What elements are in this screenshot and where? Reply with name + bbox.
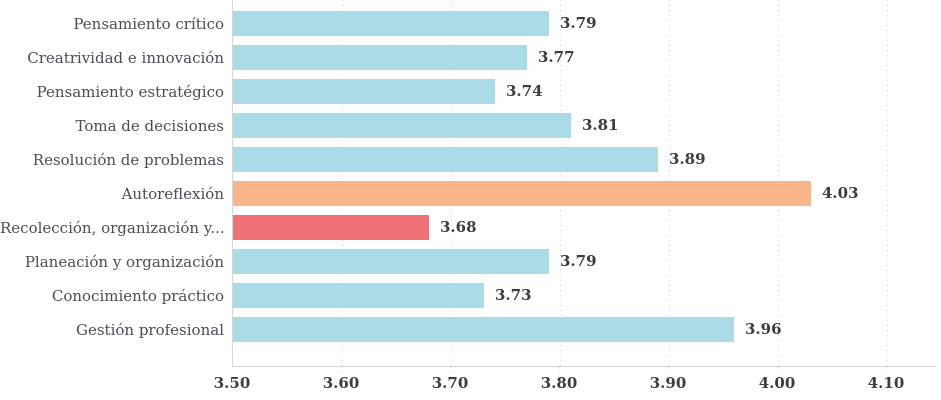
x-tick-label: 3.60 (322, 374, 360, 392)
value-label: 3.74 (506, 82, 543, 100)
value-label: 3.73 (495, 286, 532, 304)
bar[interactable] (233, 317, 734, 342)
value-label: 3.79 (560, 252, 597, 270)
value-label: 3.89 (669, 150, 706, 168)
category-label: Conocimiento práctico (51, 287, 224, 305)
bar[interactable] (233, 147, 658, 172)
category-label: Resolución de problemas (32, 151, 224, 169)
plot-area: 3.79 3.77 3.74 3.81 3.89 4.03 3.68 3.79 3.73 3.96 (232, 0, 935, 367)
category-label: Toma de decisiones (75, 117, 225, 135)
category-label: Recolección, organización y... (0, 219, 224, 237)
x-tick-mark (559, 367, 560, 372)
x-tick-label: 3.70 (431, 374, 469, 392)
category-label: Pensamiento crítico (73, 15, 224, 33)
bar[interactable] (233, 283, 484, 308)
bar[interactable] (233, 11, 549, 36)
bar[interactable] (233, 79, 495, 104)
x-tick-mark (886, 367, 887, 372)
x-tick-mark (450, 367, 451, 372)
x-tick-label: 3.50 (213, 374, 251, 392)
value-label: 4.03 (822, 184, 859, 202)
bar[interactable] (233, 249, 549, 274)
x-tick-mark (341, 367, 342, 372)
category-label: Pensamiento estratégico (36, 83, 224, 101)
x-tick-label: 3.80 (540, 374, 578, 392)
category-label: Planeación y organización (24, 253, 224, 271)
bar[interactable] (233, 181, 811, 206)
gridline (887, 0, 888, 366)
category-label: Creatrividad e innovación (27, 49, 224, 67)
value-label: 3.81 (582, 116, 619, 134)
bar[interactable] (233, 113, 571, 138)
x-tick-mark (668, 367, 669, 372)
x-tick-label: 4.10 (867, 374, 905, 392)
bar[interactable] (233, 215, 429, 240)
value-label: 3.96 (745, 320, 782, 338)
category-label: Autoreflexión (121, 185, 224, 203)
x-tick-mark (777, 367, 778, 372)
category-label: Gestión profesional (75, 321, 224, 339)
value-label: 3.77 (538, 48, 575, 66)
bar[interactable] (233, 45, 527, 70)
x-tick-label: 3.90 (649, 374, 687, 392)
x-tick-label: 4.00 (758, 374, 796, 392)
value-label: 3.68 (440, 218, 477, 236)
value-label: 3.79 (560, 14, 597, 32)
